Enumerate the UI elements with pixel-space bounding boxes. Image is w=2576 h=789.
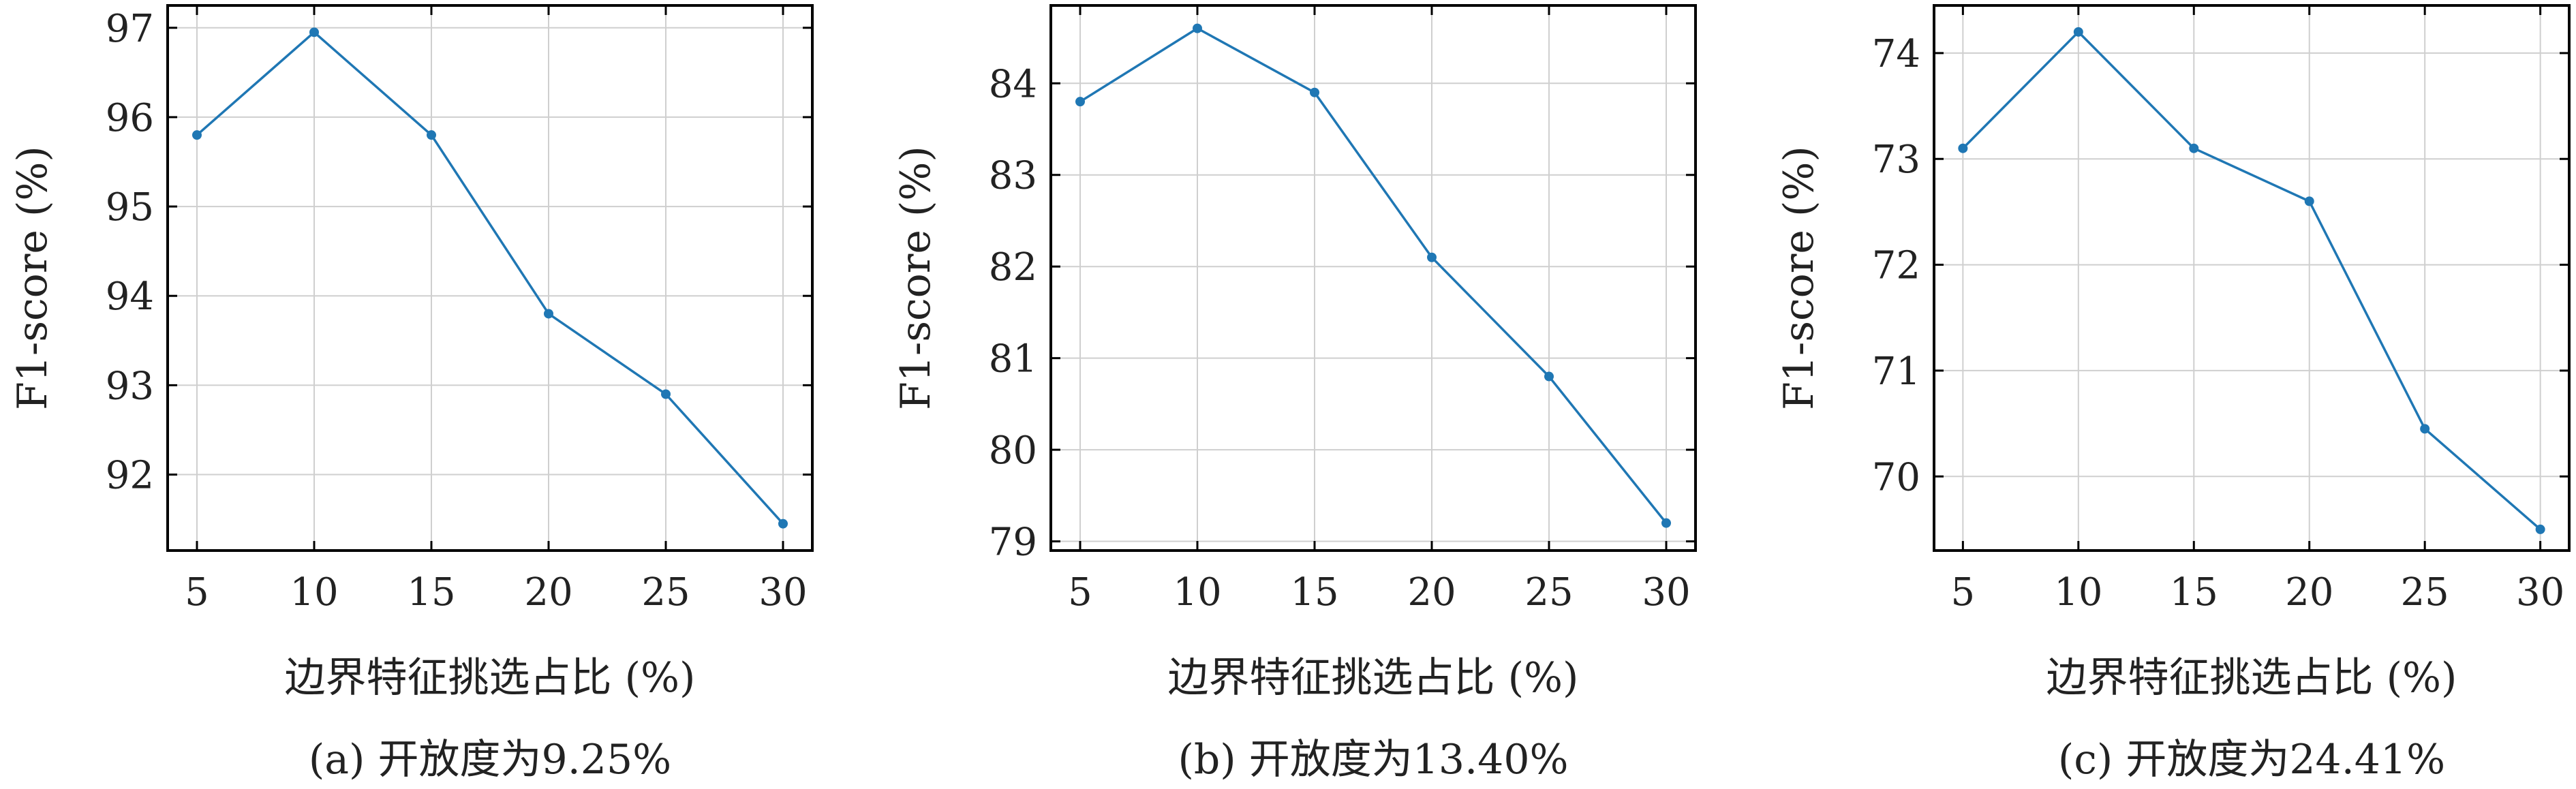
- series-line: [196, 31, 784, 525]
- data-point: [309, 27, 319, 37]
- data-point: [544, 309, 553, 319]
- x-tick-label: 15: [407, 570, 455, 615]
- x-tick-label: 30: [758, 570, 807, 615]
- x-tick-label: 10: [290, 570, 338, 615]
- x-axis-label: 边界特征挑选占比 (%): [285, 654, 696, 702]
- data-point: [2304, 196, 2314, 206]
- data-point: [778, 519, 788, 529]
- data-point: [1193, 23, 1202, 33]
- data-point: [427, 130, 436, 140]
- data-point: [1958, 143, 1968, 153]
- data-point: [192, 130, 202, 140]
- x-tick-label: 20: [524, 570, 572, 615]
- data-point: [1310, 87, 1319, 97]
- plot-frame: [1049, 4, 1697, 552]
- x-tick-label: 5: [185, 570, 209, 615]
- x-tick-label: 20: [2285, 570, 2333, 615]
- x-tick-label: 15: [1290, 570, 1338, 615]
- y-tick-label: 97: [106, 7, 154, 51]
- x-axis-label: 边界特征挑选占比 (%): [2046, 654, 2457, 702]
- y-tick-label: 96: [106, 96, 154, 140]
- panel-caption: (b) 开放度为13.40%: [1178, 736, 1568, 784]
- chart-panel-1: 5 10 15 20 25 30 92 93 94 95 96 97 边界特征挑选占比 (%) F1-sc…: [9, 4, 814, 784]
- y-tick-label: 73: [1872, 138, 1920, 182]
- x-tick-label: 5: [1068, 570, 1092, 615]
- y-tick-label: 92: [106, 454, 154, 498]
- y-tick-label: 83: [989, 154, 1037, 198]
- y-axis-label: F1-score (%): [892, 146, 940, 410]
- data-point: [1661, 518, 1671, 528]
- x-axis-label: 边界特征挑选占比 (%): [1168, 654, 1579, 702]
- x-tick-label: 25: [1524, 570, 1573, 615]
- y-axis-label: F1-score (%): [9, 146, 57, 410]
- y-axis-label: F1-score (%): [1775, 146, 1823, 410]
- y-tick-label: 82: [989, 245, 1037, 290]
- data-point: [2535, 524, 2545, 534]
- series-line: [1079, 27, 1668, 524]
- y-tick-label: 84: [989, 62, 1037, 106]
- data-point: [1427, 252, 1437, 262]
- series-line: [1962, 31, 2541, 531]
- y-tick-label: 95: [106, 185, 154, 230]
- data-point: [2420, 424, 2430, 434]
- x-tick-label: 10: [2054, 570, 2102, 615]
- x-tick-label: 10: [1173, 570, 1221, 615]
- x-tick-label: 25: [641, 570, 690, 615]
- y-tick-label: 93: [106, 364, 154, 408]
- x-tick-label: 20: [1407, 570, 1456, 615]
- x-tick-label: 25: [2401, 570, 2449, 615]
- data-point: [2073, 27, 2083, 37]
- chart-panel-2: 5 10 15 20 25 30 79 80 81 82 83 84 边界特征挑选占比 (%) F1-sc…: [892, 4, 1697, 784]
- data-point: [2189, 143, 2199, 153]
- y-tick-label: 79: [989, 521, 1037, 565]
- plot-frame: [166, 4, 814, 552]
- y-tick-label: 94: [106, 275, 154, 319]
- panel-caption: (a) 开放度为9.25%: [309, 736, 671, 784]
- y-tick-label: 80: [989, 429, 1037, 473]
- data-point: [661, 389, 671, 399]
- x-tick-label: 30: [1642, 570, 1690, 615]
- y-tick-label: 71: [1872, 350, 1920, 394]
- x-tick-label: 30: [2516, 570, 2564, 615]
- panel-caption: (c) 开放度为24.41%: [2058, 736, 2445, 784]
- x-tick-label: 5: [1951, 570, 1976, 615]
- data-point: [1544, 371, 1554, 382]
- x-tick-label: 15: [2170, 570, 2218, 615]
- y-tick-label: 74: [1872, 32, 1920, 76]
- plot-frame: [1933, 4, 2571, 552]
- y-tick-label: 81: [989, 337, 1037, 382]
- y-tick-label: 72: [1872, 244, 1920, 288]
- chart-panel-3: 5 10 15 20 25 30 70 71 72 73 74 边界特征挑选占比 (%) F1-scor…: [1775, 4, 2571, 784]
- y-tick-label: 70: [1872, 455, 1920, 499]
- data-point: [1075, 97, 1085, 107]
